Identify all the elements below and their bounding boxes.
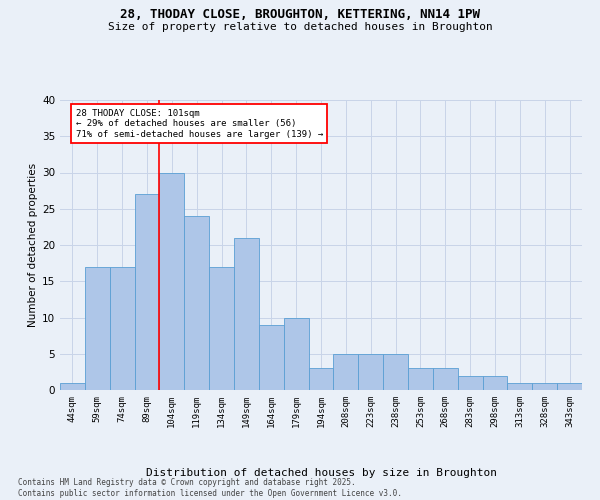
Bar [60, 383, 85, 390]
Bar [532, 383, 557, 390]
Bar [234, 238, 259, 390]
Bar [433, 368, 458, 390]
Bar [134, 194, 160, 390]
Bar [209, 267, 234, 390]
Bar [110, 267, 134, 390]
Bar [358, 354, 383, 390]
Bar [184, 216, 209, 390]
Bar [383, 354, 408, 390]
Bar [259, 325, 284, 390]
Bar [160, 172, 184, 390]
Y-axis label: Number of detached properties: Number of detached properties [28, 163, 38, 327]
Bar [284, 318, 308, 390]
Bar [458, 376, 482, 390]
Text: Contains HM Land Registry data © Crown copyright and database right 2025.
Contai: Contains HM Land Registry data © Crown c… [18, 478, 402, 498]
Bar [508, 383, 532, 390]
Bar [557, 383, 582, 390]
Text: Size of property relative to detached houses in Broughton: Size of property relative to detached ho… [107, 22, 493, 32]
Bar [482, 376, 508, 390]
Bar [334, 354, 358, 390]
Bar [85, 267, 110, 390]
Bar [408, 368, 433, 390]
Text: Distribution of detached houses by size in Broughton: Distribution of detached houses by size … [146, 468, 497, 477]
Text: 28 THODAY CLOSE: 101sqm
← 29% of detached houses are smaller (56)
71% of semi-de: 28 THODAY CLOSE: 101sqm ← 29% of detache… [76, 108, 323, 138]
Text: 28, THODAY CLOSE, BROUGHTON, KETTERING, NN14 1PW: 28, THODAY CLOSE, BROUGHTON, KETTERING, … [120, 8, 480, 20]
Bar [308, 368, 334, 390]
